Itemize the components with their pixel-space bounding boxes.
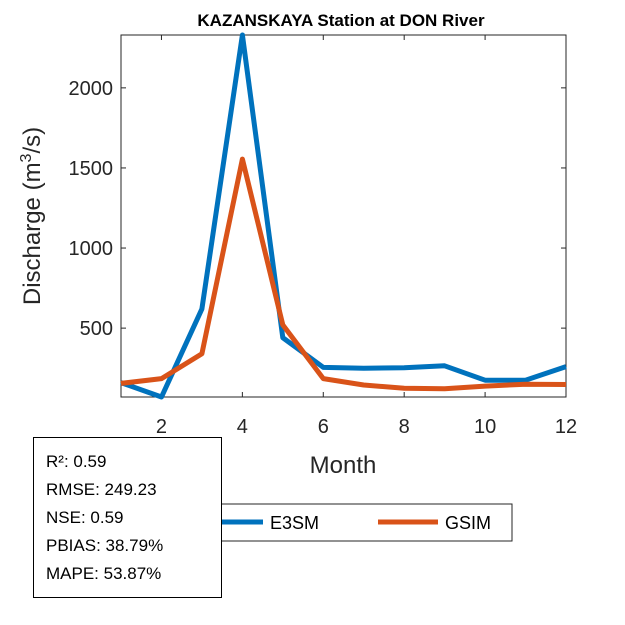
chart-title: KAZANSKAYA Station at DON River bbox=[197, 11, 485, 30]
x-tick-label: 10 bbox=[474, 416, 496, 438]
x-axis: 2 4 6 8 10 12 bbox=[156, 35, 577, 438]
series-line-gsim bbox=[120, 156, 567, 392]
x-tick-label: 4 bbox=[237, 416, 248, 438]
legend: E3SM GSIM bbox=[189, 503, 513, 542]
y-axis: 500 1000 1500 2000 bbox=[69, 78, 566, 340]
stat-pbias: PBIAS: 38.79% bbox=[46, 536, 164, 555]
plot-area bbox=[120, 34, 567, 398]
legend-label-e3sm: E3SM bbox=[270, 513, 319, 533]
stat-r2: R²: 0.59 bbox=[46, 452, 107, 471]
legend-label-gsim: GSIM bbox=[445, 513, 491, 533]
y-tick-label: 500 bbox=[80, 318, 113, 340]
stats-box: R²: 0.59 RMSE: 249.23 NSE: 0.59 PBIAS: 3… bbox=[33, 437, 222, 598]
y-tick-label: 1500 bbox=[69, 158, 114, 180]
x-tick-label: 6 bbox=[318, 416, 329, 438]
stat-nse: NSE: 0.59 bbox=[46, 508, 124, 527]
stat-mape: MAPE: 53.87% bbox=[46, 564, 162, 583]
x-tick-label: 8 bbox=[399, 416, 410, 438]
x-axis-label: Month bbox=[310, 452, 377, 479]
x-tick-label: 2 bbox=[156, 416, 167, 438]
stat-rmse: RMSE: 249.23 bbox=[46, 480, 157, 499]
y-tick-label: 1000 bbox=[69, 238, 114, 260]
series-line-e3sm bbox=[120, 32, 567, 400]
series-lines bbox=[120, 32, 567, 400]
y-tick-label: 2000 bbox=[69, 78, 114, 100]
x-tick-label: 12 bbox=[555, 416, 577, 438]
y-axis-label: Discharge (m3/s) bbox=[18, 127, 46, 305]
